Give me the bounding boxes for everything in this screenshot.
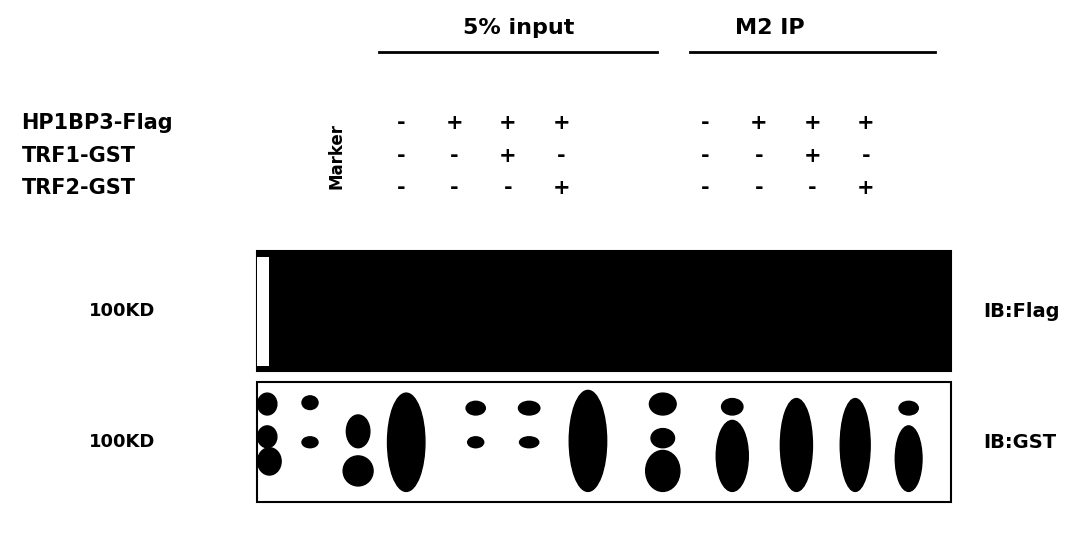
Ellipse shape (722, 399, 743, 415)
Ellipse shape (780, 399, 812, 491)
Ellipse shape (840, 399, 870, 491)
Ellipse shape (646, 450, 680, 491)
Text: IB:Flag: IB:Flag (983, 302, 1060, 321)
Text: +: + (499, 113, 516, 133)
Text: 100KD: 100KD (89, 302, 155, 320)
Text: Marker: Marker (328, 123, 345, 188)
Text: TRF1-GST: TRF1-GST (21, 146, 136, 165)
Ellipse shape (388, 393, 425, 491)
Ellipse shape (650, 393, 676, 415)
Ellipse shape (466, 401, 485, 415)
Text: M2 IP: M2 IP (734, 18, 805, 38)
Text: -: - (701, 179, 710, 198)
Ellipse shape (258, 448, 281, 475)
Ellipse shape (518, 401, 540, 415)
Text: 5% input: 5% input (463, 18, 574, 38)
Text: -: - (701, 146, 710, 165)
Text: -: - (397, 113, 405, 133)
Text: -: - (862, 146, 870, 165)
Ellipse shape (899, 401, 918, 415)
Text: -: - (808, 179, 817, 198)
Text: TRF2-GST: TRF2-GST (21, 179, 136, 198)
Ellipse shape (716, 420, 748, 491)
Text: 100KD: 100KD (89, 434, 155, 451)
Ellipse shape (346, 415, 370, 448)
Ellipse shape (467, 437, 483, 448)
Text: +: + (857, 113, 874, 133)
Text: +: + (446, 113, 463, 133)
Ellipse shape (343, 456, 373, 486)
Text: +: + (857, 179, 874, 198)
Text: +: + (499, 146, 516, 165)
Ellipse shape (258, 426, 277, 448)
Text: -: - (397, 146, 405, 165)
Text: -: - (450, 179, 459, 198)
Ellipse shape (303, 437, 319, 448)
Text: -: - (503, 179, 512, 198)
Ellipse shape (520, 437, 539, 448)
Text: HP1BP3-Flag: HP1BP3-Flag (21, 113, 173, 133)
FancyBboxPatch shape (257, 251, 951, 371)
Text: -: - (755, 146, 763, 165)
Text: +: + (750, 113, 768, 133)
Ellipse shape (651, 429, 675, 448)
FancyBboxPatch shape (257, 257, 269, 366)
Text: -: - (397, 179, 405, 198)
Text: -: - (755, 179, 763, 198)
Text: -: - (701, 113, 710, 133)
Text: +: + (553, 179, 570, 198)
Ellipse shape (258, 393, 277, 415)
Text: +: + (804, 146, 821, 165)
Text: -: - (450, 146, 459, 165)
Ellipse shape (896, 426, 921, 491)
Text: +: + (553, 113, 570, 133)
Ellipse shape (570, 390, 607, 491)
Text: +: + (804, 113, 821, 133)
Text: -: - (557, 146, 566, 165)
FancyBboxPatch shape (257, 382, 951, 502)
Text: IB:GST: IB:GST (983, 433, 1056, 452)
Ellipse shape (303, 396, 319, 410)
